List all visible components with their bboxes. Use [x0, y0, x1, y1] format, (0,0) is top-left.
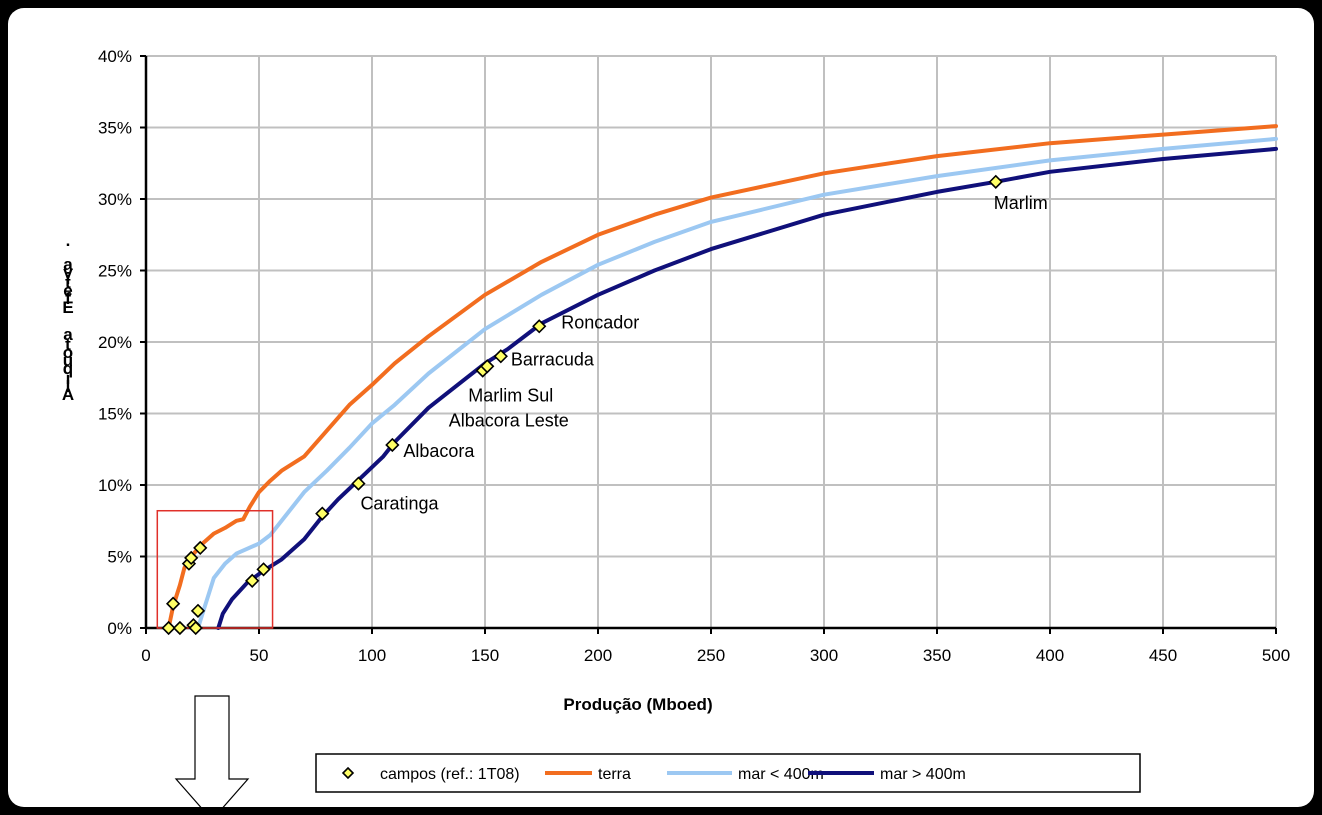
- y-axis-title-glyph: l: [66, 377, 71, 396]
- x-tick-label: 200: [584, 646, 612, 665]
- y-axis-title-glyph: e: [63, 281, 72, 300]
- field-label: Albacora Leste: [449, 411, 569, 431]
- y-axis-title-glyph: t: [65, 273, 71, 292]
- field-label: Albacora: [403, 441, 475, 461]
- grid: [145, 55, 1277, 629]
- x-tick-label: 150: [471, 646, 499, 665]
- series-line: [196, 136, 1278, 630]
- y-axis-title-glyph: q: [63, 359, 73, 378]
- legend-label: campos (ref.: 1T08): [380, 766, 520, 783]
- y-tick-label: 15%: [98, 405, 132, 424]
- field-marker: [190, 603, 206, 618]
- legend-label: terra: [598, 766, 631, 783]
- field-marker: [341, 766, 355, 780]
- field-marker: [184, 550, 199, 566]
- field-marker: [480, 359, 495, 374]
- x-tick-labels: 0 50 100 150 200 250 300 350 400 450 500: [141, 646, 1290, 665]
- x-axis-title: Produção (Mboed): [563, 695, 712, 714]
- field-markers: [161, 174, 1003, 636]
- y-axis-title-glyph: A: [62, 385, 74, 404]
- zoom-region: [156, 509, 274, 629]
- y-tick-label: 30%: [98, 190, 132, 209]
- x-tick-label: 100: [358, 646, 386, 665]
- field-marker: [193, 540, 208, 556]
- zoom-rectangle: [156, 509, 274, 629]
- field-marker: [385, 437, 400, 453]
- field-marker: [532, 319, 547, 334]
- field-marker: [161, 620, 176, 636]
- field-marker: [172, 620, 188, 636]
- x-tick-label: 500: [1262, 646, 1290, 665]
- y-tick-label: 25%: [98, 262, 132, 281]
- x-tick-label: 50: [250, 646, 269, 665]
- field-label: Marlim Sul: [468, 385, 553, 405]
- y-axis-title-glyph: o: [63, 343, 73, 362]
- legend-label: mar < 400m: [738, 766, 824, 783]
- y-axis-title-dot: .: [66, 231, 71, 250]
- field-marker: [188, 620, 203, 636]
- field-annotations: Marlim Roncador Barracuda Marlim Sul Albacor…: [360, 193, 1047, 514]
- y-axis-title-glyph: f: [65, 289, 71, 308]
- field-label: Marlim: [994, 193, 1048, 213]
- x-tick-label: 0: [141, 646, 150, 665]
- chart-svg: 0% 5% 10% 15% 20% 25% 30% 35% 40% 0 50 100 150 200 25…: [62, 47, 1290, 807]
- y-tick-label: 10%: [98, 476, 132, 495]
- y-tick-label: 5%: [107, 548, 132, 567]
- y-axis-title-glyph: a: [63, 325, 73, 344]
- y-axis-title-glyph: v: [63, 263, 73, 282]
- legend: campos (ref.: 1T08) terra mar < 400m mar > …: [315, 753, 1141, 793]
- y-axis-title-glyph: i: [66, 269, 71, 288]
- y-axis-title-glyph: t: [65, 335, 71, 354]
- y-axis-title-glyph: u: [63, 351, 73, 370]
- y-tick-label: 40%: [98, 47, 132, 66]
- field-label: Barracuda: [511, 349, 595, 369]
- y-tick-label: 20%: [98, 333, 132, 352]
- field-marker: [351, 476, 366, 491]
- field-marker: [245, 573, 260, 588]
- y-tick-label: 0%: [107, 619, 132, 638]
- axes: [140, 55, 1277, 634]
- field-marker: [988, 174, 1003, 189]
- y-axis-title-glyph: í: [66, 369, 72, 388]
- series-lines: [166, 124, 1278, 630]
- series-line: [166, 124, 1278, 630]
- y-tick-labels: 0% 5% 10% 15% 20% 25% 30% 35% 40%: [98, 47, 132, 638]
- y-axis-title-glyph: a: [63, 255, 73, 274]
- field-marker: [315, 506, 330, 521]
- x-tick-label: 250: [697, 646, 725, 665]
- legend-label: mar > 400m: [880, 766, 966, 783]
- x-tick-label: 300: [810, 646, 838, 665]
- y-tick-label: 35%: [98, 119, 132, 138]
- down-arrow-icon: [174, 695, 250, 807]
- field-label: Roncador: [561, 312, 639, 332]
- chart-frame: 0% 5% 10% 15% 20% 25% 30% 35% 40% 0 50 100 150 200 25…: [8, 8, 1314, 807]
- y-axis-title-glyph: E: [62, 298, 73, 317]
- x-tick-label: 350: [923, 646, 951, 665]
- x-tick-label: 450: [1149, 646, 1177, 665]
- x-tick-label: 400: [1036, 646, 1064, 665]
- field-marker: [165, 596, 181, 611]
- field-label: Caratinga: [360, 494, 439, 514]
- field-marker: [493, 349, 508, 364]
- field-marker: [256, 562, 271, 577]
